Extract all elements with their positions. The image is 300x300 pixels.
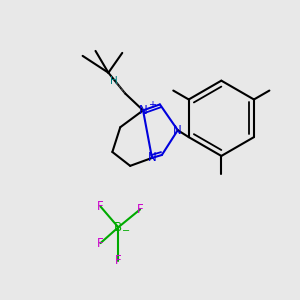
Text: F: F — [97, 200, 104, 213]
Text: +: + — [148, 100, 156, 110]
Text: N: N — [148, 152, 156, 164]
Text: N: N — [173, 124, 182, 137]
Text: F: F — [115, 254, 122, 268]
Text: F: F — [97, 237, 104, 250]
Text: −: − — [122, 226, 130, 236]
Text: B: B — [114, 221, 122, 234]
Text: N: N — [139, 104, 147, 117]
Text: F: F — [137, 203, 143, 216]
Text: H: H — [110, 76, 118, 85]
